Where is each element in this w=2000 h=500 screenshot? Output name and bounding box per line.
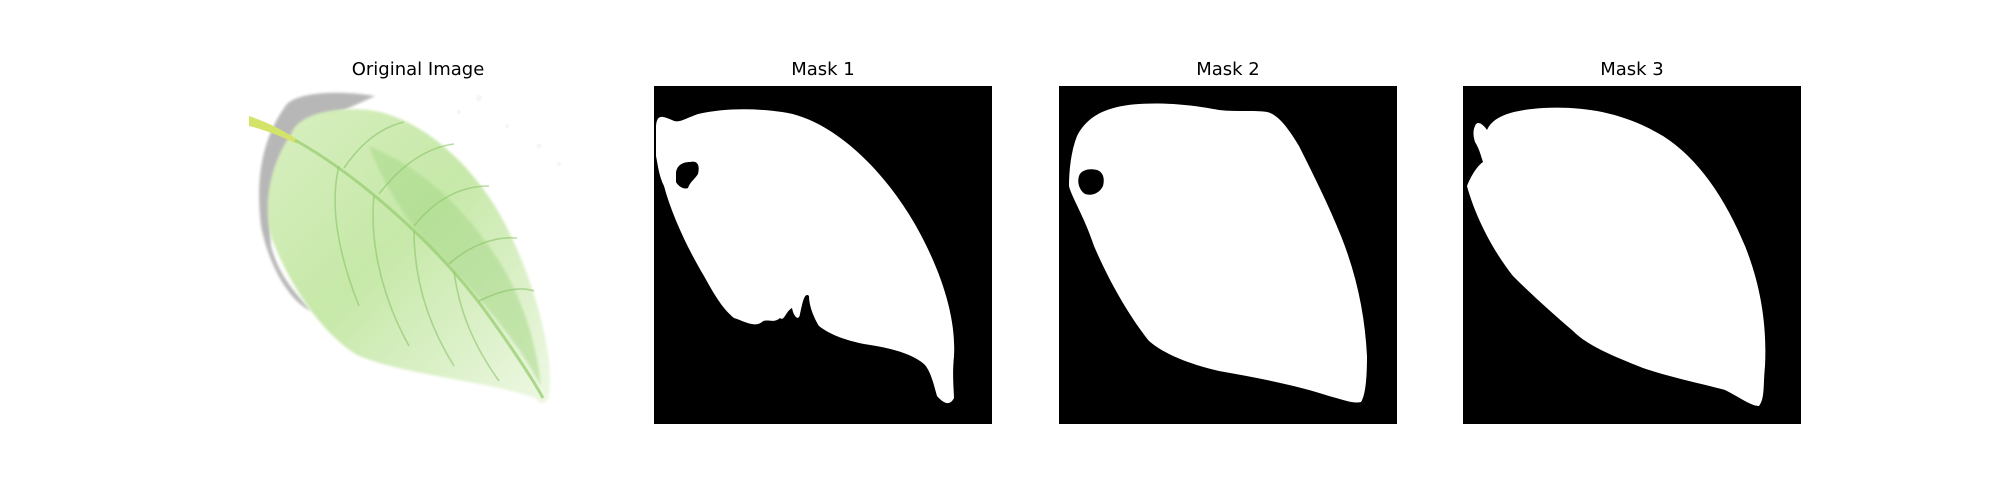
mask-2-title: Mask 2 — [1196, 59, 1260, 80]
mask-1-image — [654, 86, 992, 424]
mask-3-image — [1463, 86, 1801, 424]
mask-3-title: Mask 3 — [1600, 59, 1664, 80]
original-image-title: Original Image — [351, 59, 485, 80]
original-image-panel: Original Image — [249, 54, 587, 426]
mask-1-title: Mask 1 — [791, 59, 855, 80]
mask-3-panel: Mask 3 — [1463, 54, 1801, 426]
original-leaf-image — [249, 86, 587, 424]
mask-2-image — [1059, 86, 1397, 424]
mask-2-panel: Mask 2 — [1059, 54, 1397, 426]
mask-1-panel: Mask 1 — [654, 54, 992, 426]
